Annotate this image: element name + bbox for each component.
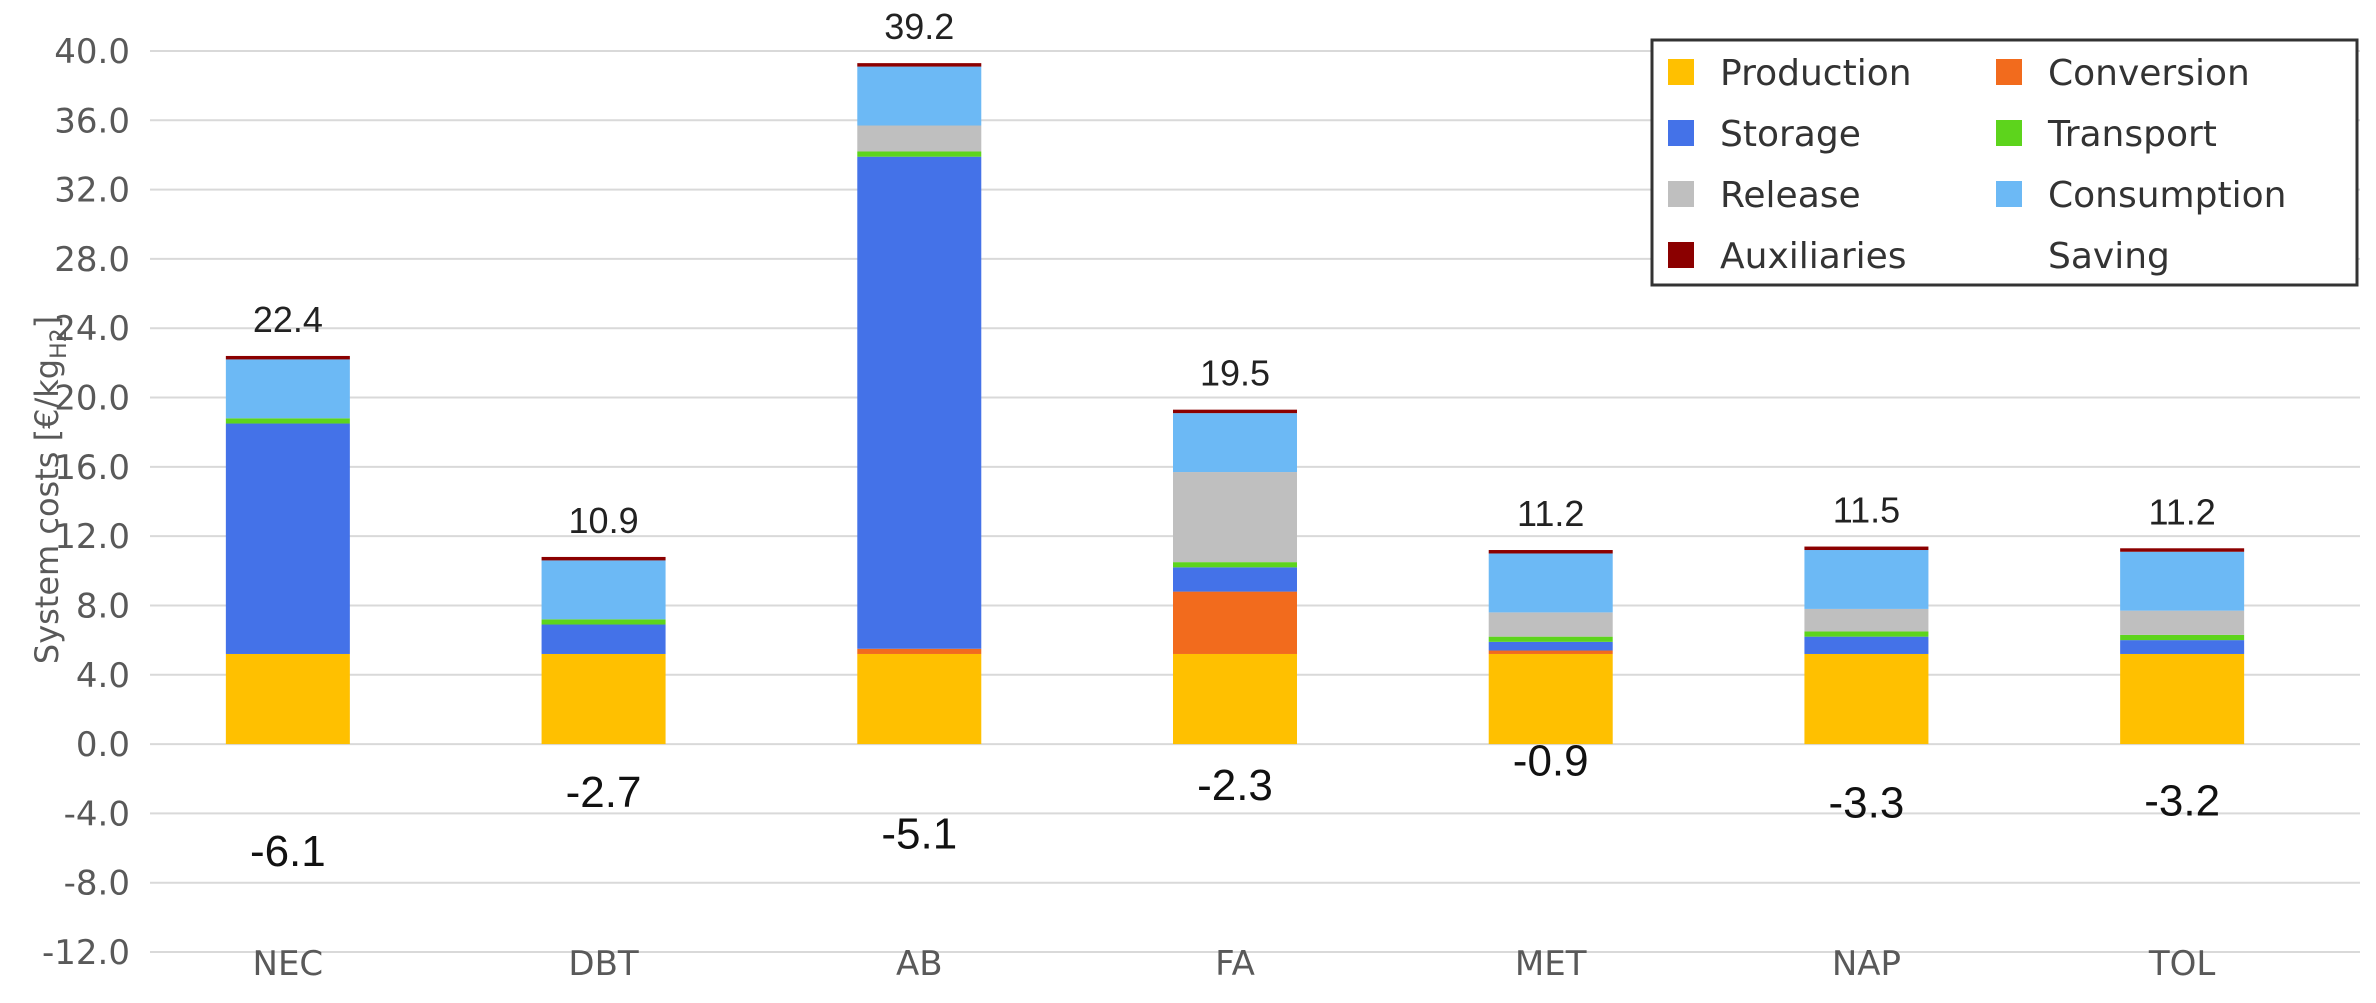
- bar-segment-production: [1804, 653, 1929, 745]
- bar-segment-consumption: [225, 359, 350, 419]
- y-tick-label: 8.0: [76, 586, 130, 626]
- legend-label-consumption: Consumption: [2048, 175, 2286, 216]
- bar-segment-storage: [541, 624, 666, 654]
- bar-segment-transport: [857, 151, 982, 157]
- y-tick-label: 0.0: [76, 725, 130, 765]
- y-tick-label: -4.0: [64, 794, 130, 834]
- saving-label: -5.1: [881, 809, 957, 858]
- y-tick-label: 32.0: [54, 171, 130, 211]
- bar-segment-conversion: [1173, 591, 1297, 654]
- bar-segment-consumption: [2120, 551, 2245, 611]
- total-label: 22.4: [253, 299, 323, 340]
- legend-swatch-auxiliaries: [1668, 242, 1694, 268]
- bars: [225, 63, 2245, 745]
- bar-segment-production: [225, 653, 350, 745]
- bar-segment-release: [857, 125, 982, 152]
- bar-segment-transport: [1804, 631, 1929, 637]
- legend-label-conversion: Conversion: [2048, 53, 2250, 94]
- legend-label-saving: Saving: [2048, 236, 2170, 277]
- bar-segment-auxiliaries: [1804, 546, 1929, 551]
- bar-segment-transport: [541, 619, 666, 625]
- y-tick-label: 16.0: [54, 448, 130, 488]
- bar-segment-transport: [2120, 634, 2245, 641]
- total-label: 19.5: [1200, 353, 1270, 394]
- legend-swatch-consumption: [1996, 181, 2022, 207]
- bar-segment-auxiliaries: [541, 556, 666, 561]
- saving-label: -6.1: [250, 827, 326, 876]
- y-tick-label: 28.0: [54, 240, 130, 280]
- category-label: NEC: [253, 944, 324, 984]
- legend-label-release: Release: [1720, 175, 1861, 216]
- y-tick-label: 40.0: [54, 32, 130, 72]
- category-label: DBT: [568, 944, 639, 984]
- saving-label: -0.9: [1513, 737, 1589, 786]
- bar-segment-production: [857, 653, 982, 745]
- total-label: 10.9: [569, 500, 639, 541]
- bar-segment-production: [2120, 653, 2245, 745]
- legend-swatch-production: [1668, 59, 1694, 85]
- legend-swatch-storage: [1668, 120, 1694, 146]
- bar-segment-consumption: [541, 560, 666, 620]
- legend-label-storage: Storage: [1720, 114, 1861, 155]
- legend-label-transport: Transport: [2047, 114, 2217, 155]
- bar-segment-conversion: [1488, 650, 1613, 654]
- saving-label: -2.3: [1197, 761, 1273, 810]
- bar-segment-transport: [1173, 562, 1297, 568]
- bar-segment-production: [1173, 653, 1297, 745]
- bar-segment-storage: [1804, 636, 1929, 654]
- bar-segment-consumption: [1804, 550, 1929, 609]
- bar-segment-release: [1173, 472, 1297, 563]
- bar-segment-release: [2120, 610, 2245, 635]
- data-labels: 22.4 -6.1 NEC 10.9 -2.7 DBT 39.2 -5.1 AB 19.5 -2.3…: [250, 6, 2220, 984]
- bar-segment-auxiliaries: [857, 63, 982, 67]
- legend-swatch-conversion: [1996, 59, 2022, 85]
- saving-label: -3.2: [2144, 777, 2220, 826]
- bar-segment-transport: [225, 418, 350, 424]
- bar-segment-consumption: [1488, 553, 1613, 613]
- legend-swatch-transport: [1996, 120, 2022, 146]
- bar-segment-storage: [857, 156, 982, 649]
- bar-segment-production: [1488, 653, 1613, 745]
- total-label: 11.5: [1833, 490, 1900, 531]
- bar-segment-release: [1488, 612, 1613, 637]
- y-tick-label: 24.0: [54, 309, 130, 349]
- category-label: TOL: [2148, 944, 2216, 984]
- category-label: AB: [896, 944, 943, 984]
- category-label: FA: [1215, 944, 1255, 984]
- bar-segment-auxiliaries: [2120, 548, 2245, 552]
- bar-segment-auxiliaries: [225, 355, 350, 360]
- bar-segment-release: [1804, 608, 1929, 632]
- bar-segment-storage: [1488, 641, 1613, 651]
- legend-swatch-release: [1668, 181, 1694, 207]
- bar-segment-consumption: [857, 66, 982, 126]
- saving-label: -2.7: [566, 768, 642, 817]
- y-tick-label: -8.0: [64, 864, 130, 904]
- total-label: 11.2: [1517, 493, 1584, 534]
- y-tick-label: -12.0: [42, 933, 130, 973]
- bar-segment-production: [541, 653, 666, 745]
- y-axis-ticks: -12.0 -8.0 -4.0 0.0 4.0 8.0 12.0 16.0 20.0 24.0 28…: [42, 32, 130, 973]
- legend-label-auxiliaries: Auxiliaries: [1720, 236, 1907, 277]
- y-tick-label: 20.0: [54, 379, 130, 419]
- bar-segment-conversion: [857, 648, 982, 654]
- bar-segment-storage: [2120, 640, 2245, 654]
- legend: Production Conversion Storage Transport Rele…: [1650, 38, 2359, 287]
- total-label: 11.2: [2148, 491, 2215, 532]
- bar-segment-storage: [225, 423, 350, 654]
- bar-segment-transport: [1488, 636, 1613, 642]
- bar-segment-consumption: [1173, 413, 1297, 473]
- y-tick-label: 12.0: [54, 517, 130, 557]
- y-tick-label: 4.0: [76, 656, 130, 696]
- saving-label: -3.3: [1829, 778, 1905, 827]
- y-axis-label: System costs [€/kgH2]: [28, 316, 72, 664]
- category-label: NAP: [1832, 944, 1901, 984]
- y-tick-label: 36.0: [54, 101, 130, 141]
- bar-segment-auxiliaries: [1173, 409, 1297, 414]
- legend-label-production: Production: [1720, 53, 1912, 94]
- category-label: MET: [1515, 944, 1587, 984]
- total-label: 39.2: [884, 6, 954, 47]
- bar-segment-auxiliaries: [1488, 550, 1613, 554]
- bar-segment-storage: [1173, 567, 1297, 592]
